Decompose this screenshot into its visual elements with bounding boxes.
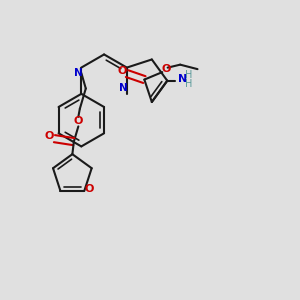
- Text: H: H: [185, 79, 192, 89]
- Text: N: N: [119, 83, 128, 94]
- Text: O: O: [74, 116, 83, 126]
- Text: H: H: [185, 70, 192, 80]
- Text: O: O: [85, 184, 94, 194]
- Text: O: O: [45, 131, 54, 141]
- Text: O: O: [118, 66, 127, 76]
- Text: O: O: [161, 64, 170, 74]
- Text: N: N: [178, 74, 188, 84]
- Text: N: N: [74, 68, 83, 78]
